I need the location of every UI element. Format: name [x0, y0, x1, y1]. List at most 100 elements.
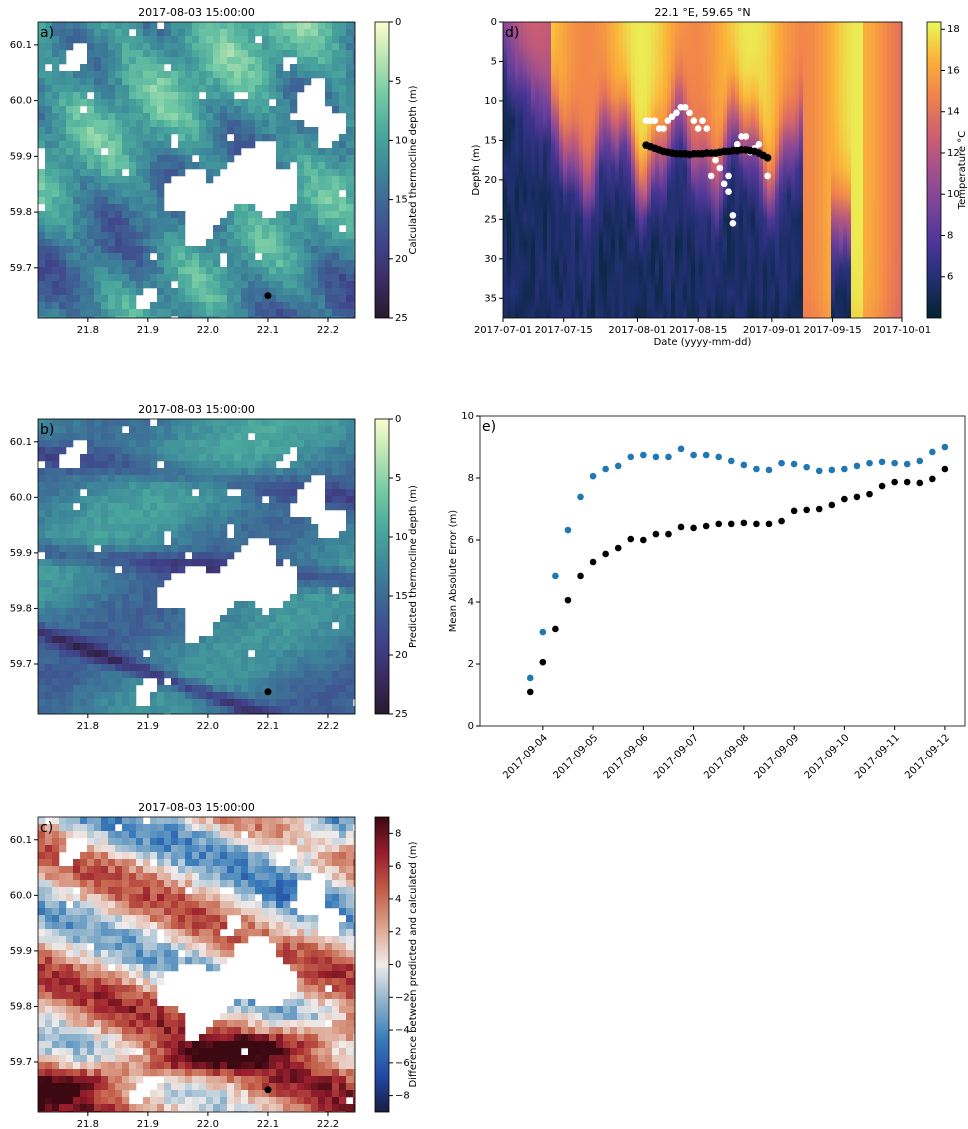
raster-cell — [164, 496, 171, 503]
raster-cell — [297, 461, 304, 468]
raster-cell — [45, 992, 52, 999]
raster-cell — [143, 426, 150, 433]
raster-cell — [283, 657, 290, 664]
raster-cell — [129, 1041, 136, 1048]
raster-cell — [192, 274, 199, 281]
raster-cell — [171, 538, 178, 545]
raster-cell — [234, 433, 241, 440]
raster-cell — [129, 78, 136, 85]
raster-cell — [241, 1027, 248, 1034]
raster-cell — [290, 440, 297, 447]
raster-cell — [304, 566, 311, 573]
raster-cell — [115, 246, 122, 253]
raster-cell — [290, 922, 297, 929]
raster-cell — [143, 246, 150, 253]
raster-cell — [45, 866, 52, 873]
raster-cell — [269, 106, 276, 113]
raster-cell — [94, 1062, 101, 1069]
raster-cell — [332, 999, 339, 1006]
raster-cell — [80, 692, 87, 699]
raster-cell — [66, 866, 73, 873]
raster-cell — [339, 643, 346, 650]
raster-cell — [325, 566, 332, 573]
raster-cell — [136, 608, 143, 615]
raster-cell — [346, 943, 353, 950]
raster-cell — [108, 573, 115, 580]
raster-cell — [262, 873, 269, 880]
raster-cell — [192, 141, 199, 148]
raster-cell — [241, 232, 248, 239]
raster-cell — [213, 929, 220, 936]
raster-cell — [178, 141, 185, 148]
raster-cell — [178, 36, 185, 43]
raster-cell — [80, 1041, 87, 1048]
raster-cell — [45, 566, 52, 573]
raster-cell — [108, 468, 115, 475]
raster-cell — [59, 978, 66, 985]
raster-cell — [108, 489, 115, 496]
raster-cell — [59, 197, 66, 204]
raster-cell — [276, 887, 283, 894]
raster-cell — [87, 873, 94, 880]
raster-cell — [290, 887, 297, 894]
raster-cell — [171, 671, 178, 678]
raster-cell — [297, 190, 304, 197]
raster-cell — [122, 155, 129, 162]
raster-cell — [101, 678, 108, 685]
raster-cell — [290, 1041, 297, 1048]
raster-cell — [150, 971, 157, 978]
raster-cell — [171, 838, 178, 845]
raster-cell — [157, 419, 164, 426]
raster-cell — [304, 461, 311, 468]
raster-cell — [59, 57, 66, 64]
raster-cell — [59, 706, 66, 713]
raster-cell — [171, 622, 178, 629]
raster-cell — [206, 468, 213, 475]
raster-cell — [52, 246, 59, 253]
raster-cell — [38, 302, 45, 309]
raster-cell — [213, 246, 220, 253]
raster-cell — [171, 22, 178, 29]
raster-cell — [325, 559, 332, 566]
raster-cell — [94, 929, 101, 936]
raster-cell — [213, 817, 220, 824]
raster-cell — [59, 664, 66, 671]
raster-cell — [283, 155, 290, 162]
raster-cell — [178, 831, 185, 838]
raster-cell — [59, 127, 66, 134]
raster-cell — [38, 985, 45, 992]
raster-cell — [346, 643, 353, 650]
raster-cell — [311, 127, 318, 134]
raster-cell — [332, 1027, 339, 1034]
raster-cell — [94, 831, 101, 838]
raster-cell — [115, 113, 122, 120]
raster-cell — [94, 267, 101, 274]
raster-cell — [59, 838, 66, 845]
raster-cell — [143, 260, 150, 267]
raster-cell — [297, 845, 304, 852]
raster-cell — [332, 302, 339, 309]
raster-cell — [38, 908, 45, 915]
raster-cell — [150, 852, 157, 859]
raster-cell — [206, 155, 213, 162]
raster-cell — [339, 831, 346, 838]
raster-cell — [206, 936, 213, 943]
raster-cell — [346, 831, 353, 838]
raster-cell — [122, 992, 129, 999]
raster-cell — [213, 419, 220, 426]
raster-cell — [101, 468, 108, 475]
raster-cell — [115, 622, 122, 629]
raster-cell — [346, 475, 353, 482]
raster-cell — [80, 608, 87, 615]
raster-cell — [311, 1034, 318, 1041]
raster-cell — [59, 992, 66, 999]
raster-cell — [304, 183, 311, 190]
raster-cell — [87, 636, 94, 643]
raster-cell — [199, 922, 206, 929]
raster-cell — [248, 106, 255, 113]
raster-cell — [45, 915, 52, 922]
raster-cell — [129, 169, 136, 176]
raster-cell — [185, 253, 192, 260]
raster-cell — [290, 838, 297, 845]
raster-cell — [318, 692, 325, 699]
